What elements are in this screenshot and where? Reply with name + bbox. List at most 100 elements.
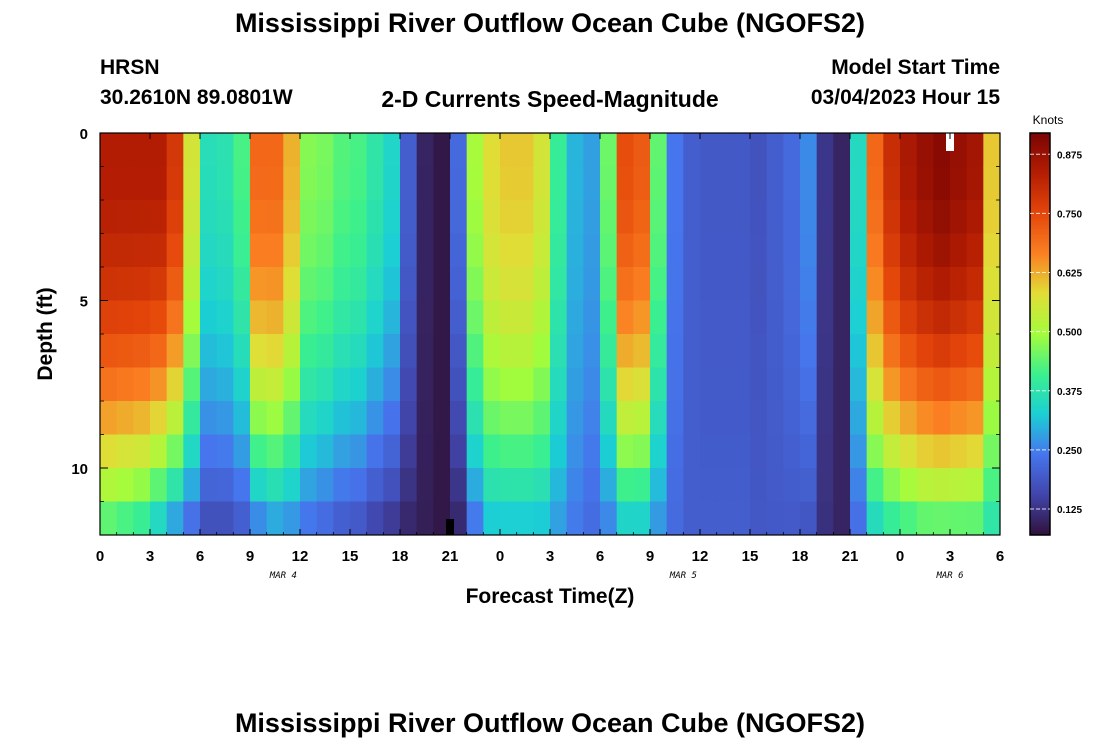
x-tick-label: 12 xyxy=(692,548,709,565)
heatmap-cell xyxy=(116,166,134,201)
heatmap-cell xyxy=(766,133,784,167)
heatmap-cell xyxy=(650,166,668,201)
heatmap-cell xyxy=(666,468,684,502)
heatmap-cell xyxy=(916,501,934,536)
heatmap-cell xyxy=(100,501,118,536)
heatmap-cell xyxy=(416,501,434,536)
heatmap-cell xyxy=(966,233,984,268)
heatmap-cell xyxy=(733,434,751,469)
heatmap-cell xyxy=(983,501,1001,536)
heatmap-cell xyxy=(150,233,168,268)
heatmap-cell xyxy=(283,233,301,268)
heatmap-cell xyxy=(100,434,118,469)
heatmap-cell xyxy=(733,200,751,234)
heatmap-cell xyxy=(533,401,551,435)
heatmap-cell xyxy=(866,300,884,335)
heatmap-cell xyxy=(783,501,801,536)
heatmap-cell xyxy=(716,367,734,402)
heatmap-cell xyxy=(783,267,801,301)
heatmap-cell xyxy=(633,200,651,234)
heatmap-cell xyxy=(533,133,551,167)
minimum-marker xyxy=(446,519,454,535)
heatmap-cell xyxy=(850,501,868,536)
heatmap-cell xyxy=(216,468,234,502)
heatmap-cell xyxy=(833,434,851,469)
second-page-title: Mississippi River Outflow Ocean Cube (NG… xyxy=(234,708,866,738)
heatmap-cell xyxy=(383,300,401,335)
heatmap-cell xyxy=(600,334,618,368)
heatmap-cell xyxy=(416,166,434,201)
heatmap-cell xyxy=(566,133,584,167)
heatmap-cell xyxy=(783,300,801,335)
heatmap-cell xyxy=(316,200,334,234)
heatmap-cell xyxy=(350,300,368,335)
heatmap-cell xyxy=(716,434,734,469)
heatmap-cell xyxy=(516,200,534,234)
heatmap-cell xyxy=(483,200,501,234)
model-start-value: 03/04/2023 Hour 15 xyxy=(810,86,1000,109)
heatmap-cell xyxy=(283,133,301,167)
heatmap-cell xyxy=(466,300,484,335)
heatmap-cell xyxy=(950,166,968,201)
heatmap-cell xyxy=(650,267,668,301)
heatmap-cell xyxy=(716,401,734,435)
heatmap-cell xyxy=(433,300,451,335)
heatmap-cell xyxy=(233,401,251,435)
heatmap-cell xyxy=(200,133,218,167)
heatmap-cell xyxy=(466,367,484,402)
heatmap-cell xyxy=(550,133,568,167)
heatmap-cell xyxy=(883,166,901,201)
heatmap-cell xyxy=(283,434,301,469)
heatmap-cell xyxy=(466,501,484,536)
heatmap-cell xyxy=(550,166,568,201)
heatmap-cell xyxy=(200,367,218,402)
heatmap-cell xyxy=(666,133,684,167)
heatmap-cell xyxy=(216,367,234,402)
heatmap-cell xyxy=(816,166,834,201)
heatmap-cell xyxy=(966,300,984,335)
heatmap-cell xyxy=(466,434,484,469)
heatmap-cell xyxy=(266,267,284,301)
heatmap-cell xyxy=(200,267,218,301)
heatmap-cell xyxy=(150,501,168,536)
heatmap-cell xyxy=(366,300,384,335)
heatmap-cell xyxy=(533,334,551,368)
heatmap-cell xyxy=(616,367,634,402)
heatmap-cell xyxy=(633,501,651,536)
heatmap-cell xyxy=(316,267,334,301)
heatmap-cell xyxy=(916,401,934,435)
heatmap-cell xyxy=(316,334,334,368)
heatmap-cell xyxy=(883,334,901,368)
heatmap-cell xyxy=(900,300,918,335)
heatmap-cell xyxy=(800,267,818,301)
heatmap-cell xyxy=(933,267,951,301)
x-tick-label: 6 xyxy=(996,548,1004,565)
heatmap-cell xyxy=(316,501,334,536)
heatmap-cell xyxy=(533,300,551,335)
heatmap-cell xyxy=(733,166,751,201)
heatmap-cell xyxy=(366,133,384,167)
heatmap-cell xyxy=(183,434,201,469)
heatmap-cell xyxy=(566,300,584,335)
heatmap-cell xyxy=(283,300,301,335)
heatmap-cell xyxy=(716,468,734,502)
heatmap-cell xyxy=(933,233,951,268)
heatmap-cell xyxy=(333,401,351,435)
heatmap-cell xyxy=(866,434,884,469)
heatmap-cell xyxy=(566,367,584,402)
heatmap-cell xyxy=(466,166,484,201)
colorbar-tick-label: 0.125 xyxy=(1057,505,1082,516)
heatmap-cell xyxy=(166,501,184,536)
heatmap-cell xyxy=(983,267,1001,301)
heatmap-cell xyxy=(950,133,968,167)
heatmap-cell xyxy=(950,267,968,301)
heatmap-cell xyxy=(633,133,651,167)
heatmap-cell xyxy=(700,334,718,368)
heatmap-cell xyxy=(666,300,684,335)
heatmap-cell xyxy=(483,300,501,335)
heatmap-cell xyxy=(133,401,151,435)
heatmap-cell xyxy=(233,166,251,201)
heatmap-cell xyxy=(416,367,434,402)
heatmap-cell xyxy=(733,334,751,368)
